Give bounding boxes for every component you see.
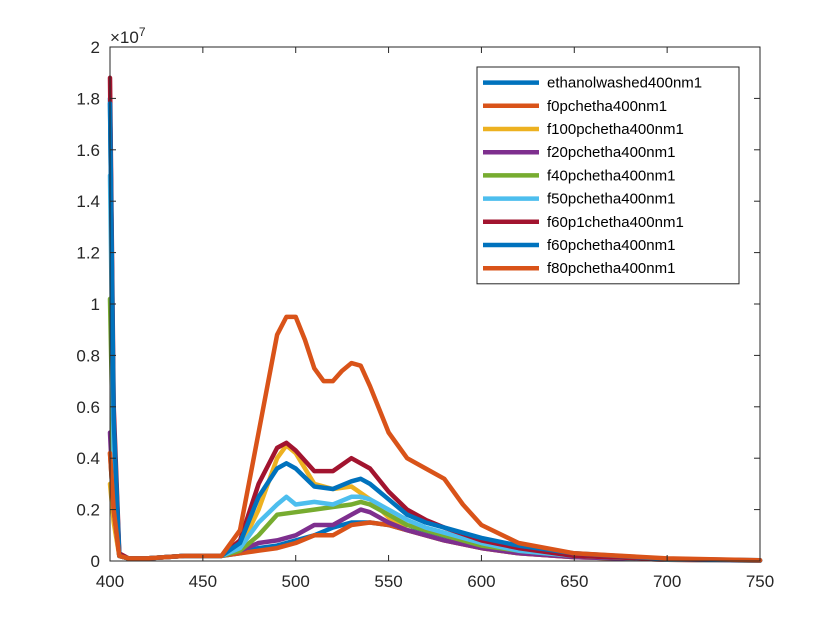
- x-tick-label: 500: [282, 572, 310, 591]
- x-tick-label: 650: [560, 572, 588, 591]
- y-tick-label: 0.4: [76, 449, 100, 468]
- y-tick-label: 1.2: [76, 244, 100, 263]
- x-tick-label: 600: [467, 572, 495, 591]
- y-tick-label: 1.6: [76, 141, 100, 160]
- y-exponent-power: 7: [139, 25, 146, 39]
- x-tick-label: 450: [189, 572, 217, 591]
- x-tick-label: 550: [374, 572, 402, 591]
- legend-label-f100pchetha400nm1: f100pchetha400nm1: [547, 121, 684, 138]
- legend-label-f60pchetha400nm1: f60pchetha400nm1: [547, 237, 675, 254]
- legend-label-f60p1chetha400nm1: f60p1chetha400nm1: [547, 214, 684, 231]
- x-tick-label: 400: [96, 572, 124, 591]
- y-tick-label: 0.2: [76, 501, 100, 520]
- legend: ethanolwashed400nm1 f0pchetha400nm1 f100pc…: [476, 66, 740, 285]
- y-tick-label: 2: [91, 38, 100, 57]
- legend-label-f0pchetha400nm1: f0pchetha400nm1: [547, 98, 667, 115]
- y-tick-label: 0.8: [76, 346, 100, 365]
- y-tick-label: 1: [91, 295, 100, 314]
- y-tick-label: 0.6: [76, 398, 100, 417]
- y-tick-label: 1.8: [76, 89, 100, 108]
- axes-box: [109, 46, 761, 562]
- y-tick-label: 0: [91, 552, 100, 571]
- legend-label-ethanolwashed400nm1: ethanolwashed400nm1: [547, 75, 702, 92]
- legend-label-f80pchetha400nm1: f80pchetha400nm1: [547, 260, 675, 277]
- x-tick-label: 700: [653, 572, 681, 591]
- y-tick-label: 1.4: [76, 192, 100, 211]
- legend-label-f50pchetha400nm1: f50pchetha400nm1: [547, 191, 675, 208]
- series-line-f80pchetha400nm1: [107, 314, 763, 563]
- legend-label-f20pchetha400nm1: f20pchetha400nm1: [547, 144, 675, 161]
- series-lines: [107, 75, 763, 563]
- axis-ticks: 400 450 500 550 600 650 700 750 0 0.2 0.4 0.6 0.8 1 1.…: [76, 38, 774, 591]
- x-tick-label: 750: [746, 572, 774, 591]
- y-exponent-label: ×107: [110, 25, 146, 47]
- legend-label-f40pchetha400nm1: f40pchetha400nm1: [547, 167, 675, 184]
